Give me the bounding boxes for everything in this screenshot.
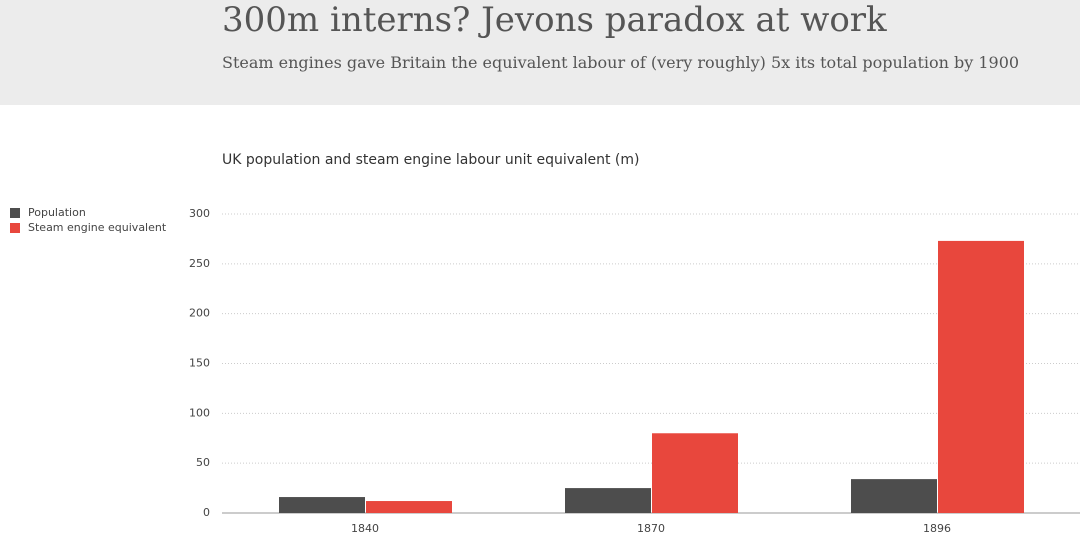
y-tick-label: 0	[203, 506, 210, 519]
legend-swatch	[10, 223, 20, 233]
x-tick-label: 1870	[637, 522, 665, 535]
legend-label: Steam engine equivalent	[28, 221, 167, 234]
legend-swatch	[10, 208, 20, 218]
header: 300m interns? Jevons paradox at work Ste…	[0, 0, 1080, 105]
subtitle: Steam engines gave Britain the equivalen…	[222, 53, 1020, 72]
x-tick-label: 1840	[351, 522, 379, 535]
bar	[938, 240, 1024, 513]
bar	[851, 479, 937, 513]
bar	[565, 488, 651, 513]
x-tick-label: 1896	[923, 522, 951, 535]
headline: 300m interns? Jevons paradox at work	[222, 0, 887, 40]
bar	[279, 497, 365, 513]
y-tick-label: 200	[189, 307, 210, 320]
y-tick-label: 150	[189, 357, 210, 370]
chart-title: UK population and steam engine labour un…	[222, 152, 639, 168]
bar	[652, 433, 738, 513]
y-tick-label: 100	[189, 406, 210, 419]
y-tick-label: 250	[189, 257, 210, 270]
y-tick-label: 300	[189, 207, 210, 220]
y-tick-label: 50	[196, 456, 210, 469]
bar	[366, 501, 452, 513]
legend-label: Population	[28, 206, 86, 219]
